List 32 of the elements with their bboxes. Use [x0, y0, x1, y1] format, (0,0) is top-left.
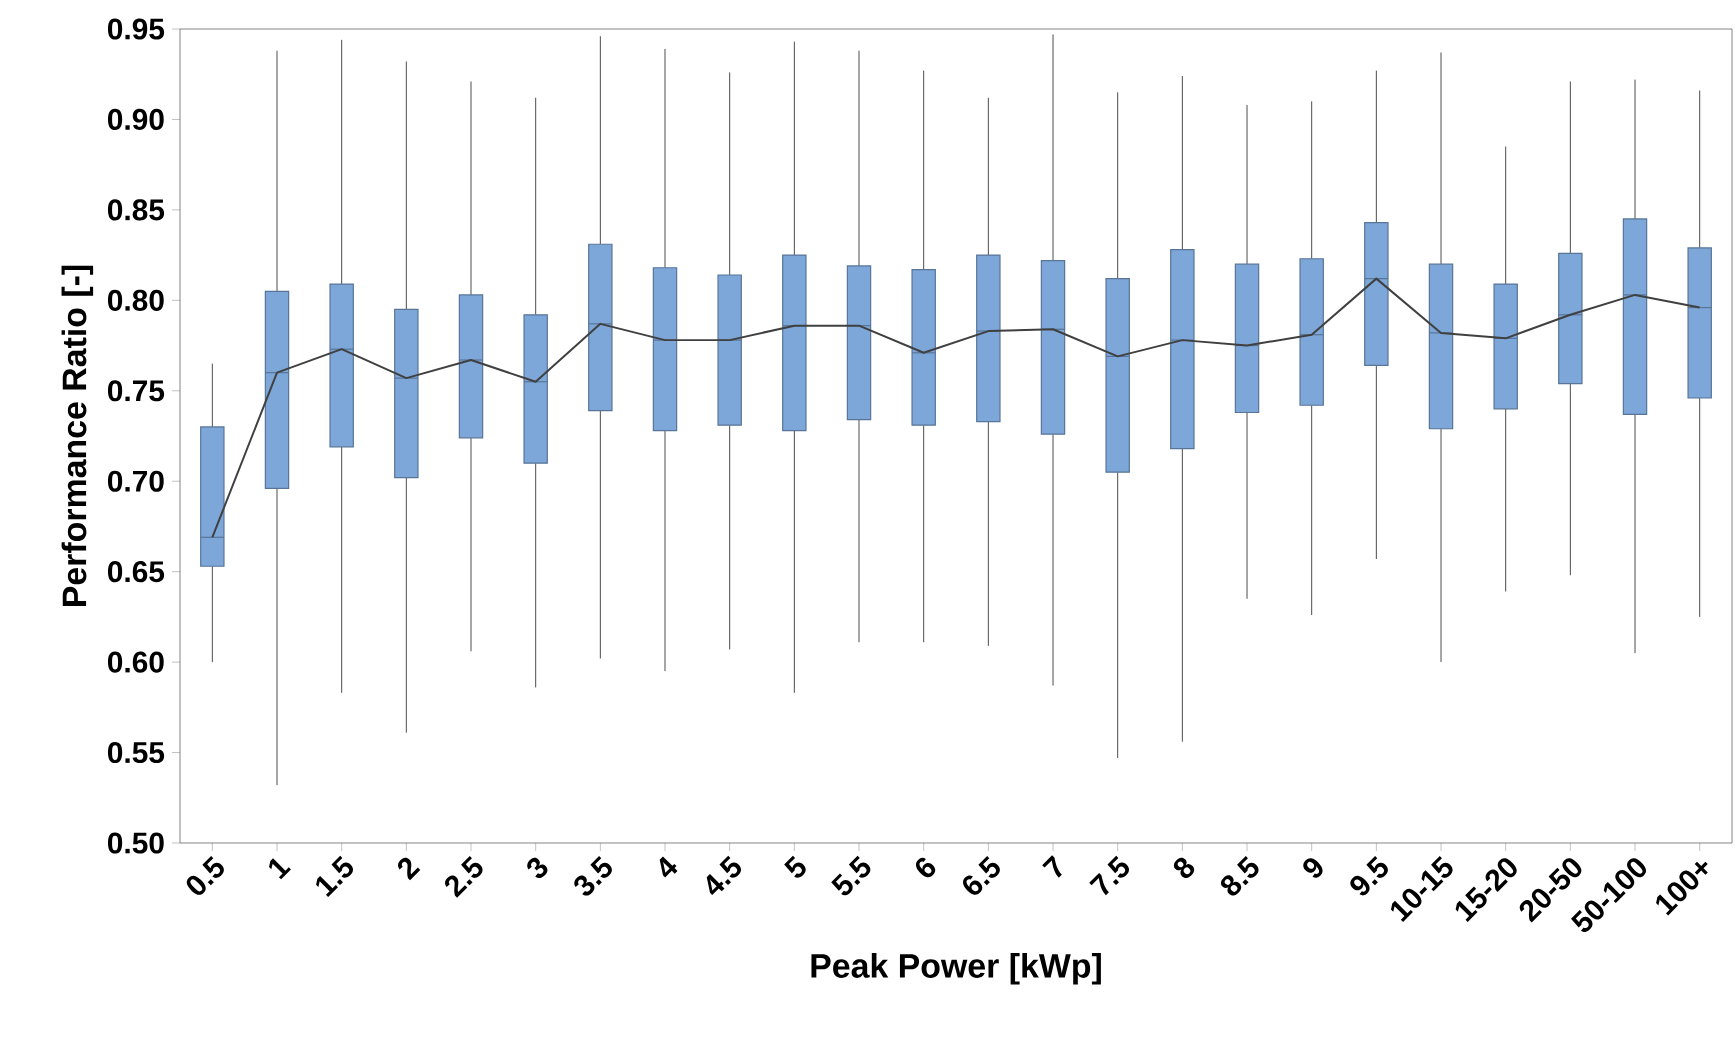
x-axis-title: Peak Power [kWp]	[811, 953, 1101, 985]
x-tick-label: 3.5	[574, 856, 612, 896]
y-tick-label: 0.65	[107, 561, 165, 583]
y-tick-label: 0.95	[107, 18, 165, 40]
y-tick-label: 0.50	[107, 832, 164, 854]
x-tick-label: 0.5	[186, 856, 224, 895]
x-tick-label: 7.5	[1089, 855, 1129, 896]
line-series	[211, 277, 1701, 539]
y-tick-label: 0.75	[107, 380, 165, 402]
x-tick-label: 2	[398, 857, 421, 881]
x-tick-label: 3	[527, 857, 548, 878]
y-tick-label: 0.85	[107, 199, 165, 221]
y-axis-title: Performance Ratio [-]	[61, 265, 94, 606]
x-tick-label: 9	[1303, 858, 1323, 878]
x-tick-label: 5	[784, 855, 806, 878]
y-tick-label: 0.60	[107, 651, 164, 673]
y-tick-label: 0.70	[107, 470, 164, 492]
y-tick-label: 0.55	[107, 741, 165, 764]
x-tick-label: 7	[1042, 855, 1062, 878]
x-tick-label: 1.5	[316, 855, 353, 897]
x-tick-label: 4	[659, 856, 678, 878]
x-tick-label: 2.5	[445, 856, 483, 898]
x-tick-label: 8.5	[1220, 856, 1259, 896]
x-tick-label: 4.5	[706, 855, 741, 896]
x-tick-label: 9.5	[1350, 856, 1388, 896]
x-tick-label: 5.5	[831, 855, 871, 896]
x-tick-label: 1	[269, 858, 291, 880]
y-tick-label: 0.90	[107, 108, 164, 131]
y-tick-label: 0.80	[107, 289, 164, 311]
x-tick-label: 6.5	[963, 856, 1000, 895]
x-tick-label: 6	[915, 857, 936, 878]
x-tick-label: 8	[1173, 857, 1195, 878]
